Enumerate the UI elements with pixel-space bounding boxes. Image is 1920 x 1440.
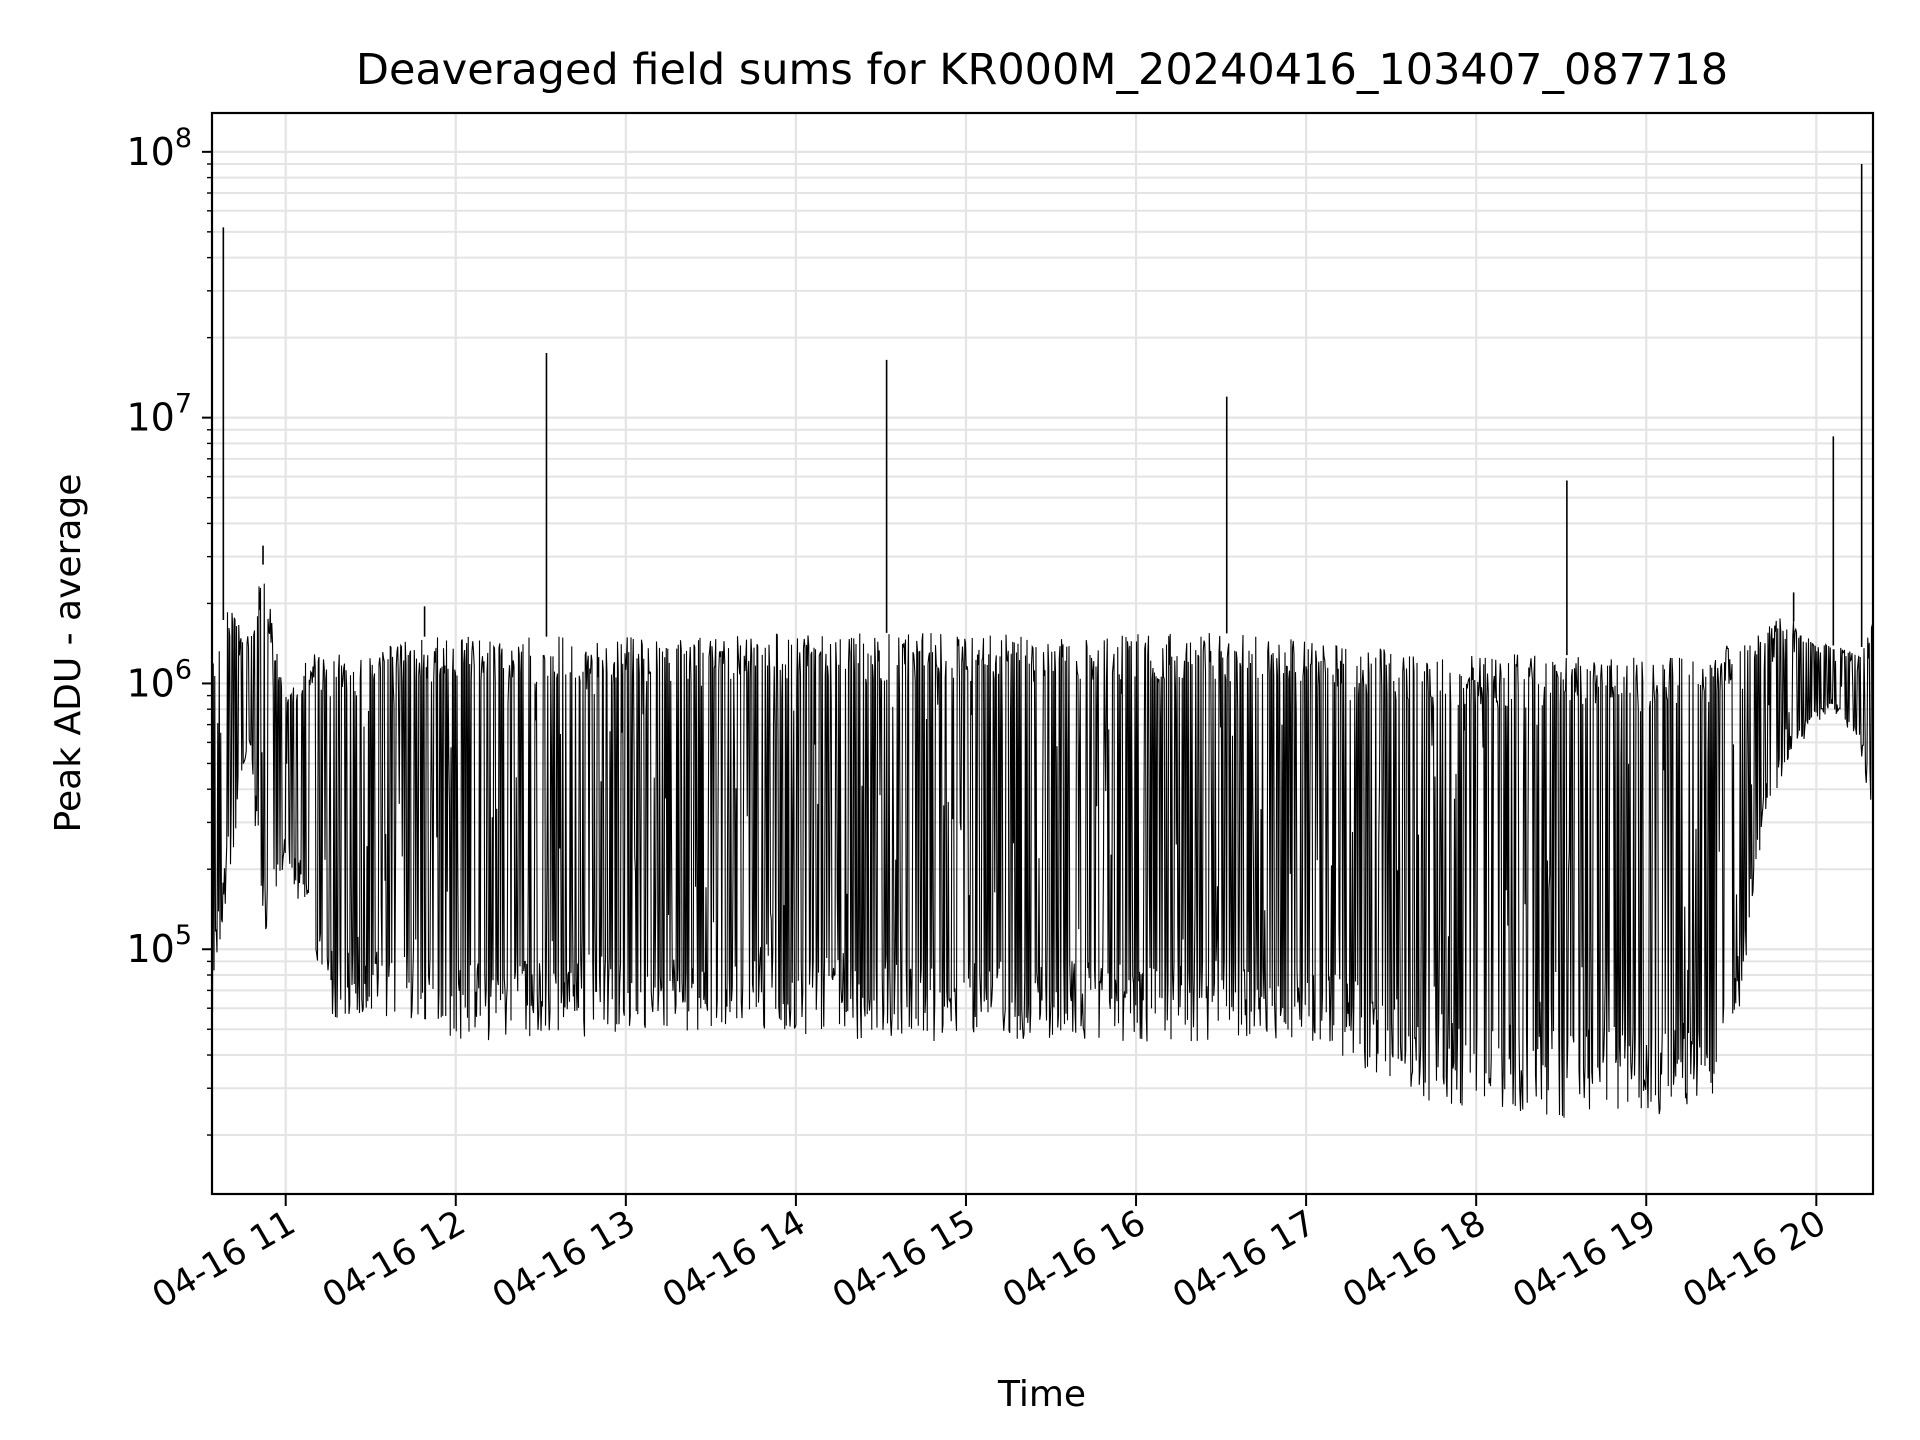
y-tick-exponent: 8 [175,123,192,154]
series [211,164,1873,1118]
y-tick-exponent: 5 [175,920,192,951]
y-axis-label: Peak ADU - average [48,474,89,833]
chart-title: Deaveraged field sums for KR000M_2024041… [356,45,1728,95]
y-tick-label: 105 [126,920,192,971]
y-tick-label: 106 [126,654,192,705]
y-tick-base: 10 [126,396,174,440]
y-tick-label: 107 [126,389,192,440]
y-tick-base: 10 [126,661,174,705]
y-tick-label: 108 [126,123,192,174]
x-axis-label: Time [997,1374,1086,1415]
y-tick-base: 10 [126,130,174,174]
y-tick-exponent: 7 [175,389,192,420]
series-line [211,583,1873,1118]
plot-frame [210,111,1875,1196]
y-tick-exponent: 6 [175,654,192,685]
y-tick-base: 10 [126,927,174,971]
